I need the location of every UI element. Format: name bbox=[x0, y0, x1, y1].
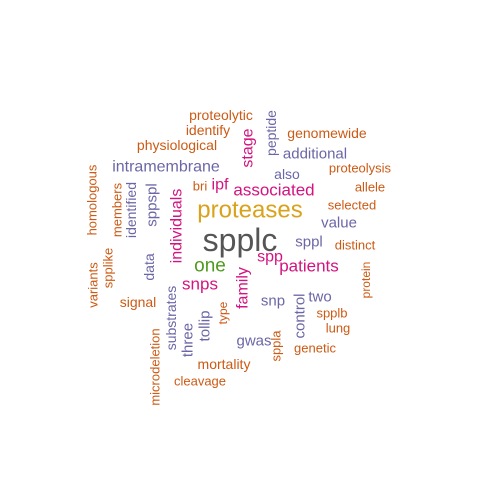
word-selected: selected bbox=[328, 198, 376, 213]
word-spplb: spplb bbox=[316, 306, 347, 321]
word-substrates: substrates bbox=[163, 286, 179, 351]
word-proteolytic: proteolytic bbox=[189, 107, 253, 123]
word-spplc: spplc bbox=[203, 222, 278, 258]
word-physiological: physiological bbox=[137, 137, 217, 153]
word-identify: identify bbox=[186, 122, 230, 138]
word-stage: stage bbox=[240, 128, 257, 167]
word-protein: protein bbox=[359, 262, 373, 299]
word-mortality: mortality bbox=[198, 356, 251, 372]
word-proteolysis: proteolysis bbox=[329, 161, 392, 176]
word-sppla: sppla bbox=[269, 330, 284, 362]
word-allele: allele bbox=[355, 180, 385, 195]
word-also: also bbox=[274, 166, 300, 182]
word-genetic: genetic bbox=[294, 341, 336, 356]
word-spp: spp bbox=[257, 249, 283, 266]
word-microdeletion: microdeletion bbox=[148, 328, 163, 405]
word-peptide: peptide bbox=[263, 110, 279, 156]
word-lung: lung bbox=[326, 321, 351, 336]
word-homologous: homologous bbox=[85, 164, 100, 235]
word-proteases: proteases bbox=[197, 197, 302, 224]
word-patients: patients bbox=[279, 257, 339, 276]
word-type: type bbox=[216, 301, 230, 324]
word-family: family bbox=[235, 267, 252, 309]
word-bri: bri bbox=[193, 179, 208, 194]
word-tollip: tollip bbox=[197, 311, 214, 342]
word-control: control bbox=[292, 293, 309, 338]
word-data: data bbox=[141, 253, 157, 280]
word-variants: variants bbox=[86, 262, 101, 308]
word-three: three bbox=[180, 323, 197, 357]
word-genomewide: genomewide bbox=[287, 125, 367, 141]
word-spplike: spplike bbox=[101, 248, 116, 288]
word-sppl: sppl bbox=[295, 234, 323, 251]
word-individuals: individuals bbox=[169, 189, 186, 264]
word-sppspl: sppspl bbox=[144, 183, 161, 226]
word-ipf: ipf bbox=[212, 177, 229, 194]
word-distinct: distinct bbox=[335, 238, 376, 253]
word-cleavage: cleavage bbox=[174, 374, 226, 389]
word-two: two bbox=[308, 289, 331, 306]
word-value: value bbox=[321, 215, 357, 232]
word-snp: snp bbox=[261, 293, 285, 310]
word-gwas: gwas bbox=[236, 333, 271, 350]
word-signal: signal bbox=[120, 294, 157, 310]
word-one: one bbox=[194, 256, 226, 277]
word-members: members bbox=[110, 182, 125, 237]
word-associated: associated bbox=[233, 181, 314, 200]
word-identified: identified bbox=[123, 182, 139, 238]
word-additional: additional bbox=[283, 146, 347, 163]
word-snps: snps bbox=[182, 275, 218, 294]
word-intramembrane: intramembrane bbox=[112, 159, 220, 176]
